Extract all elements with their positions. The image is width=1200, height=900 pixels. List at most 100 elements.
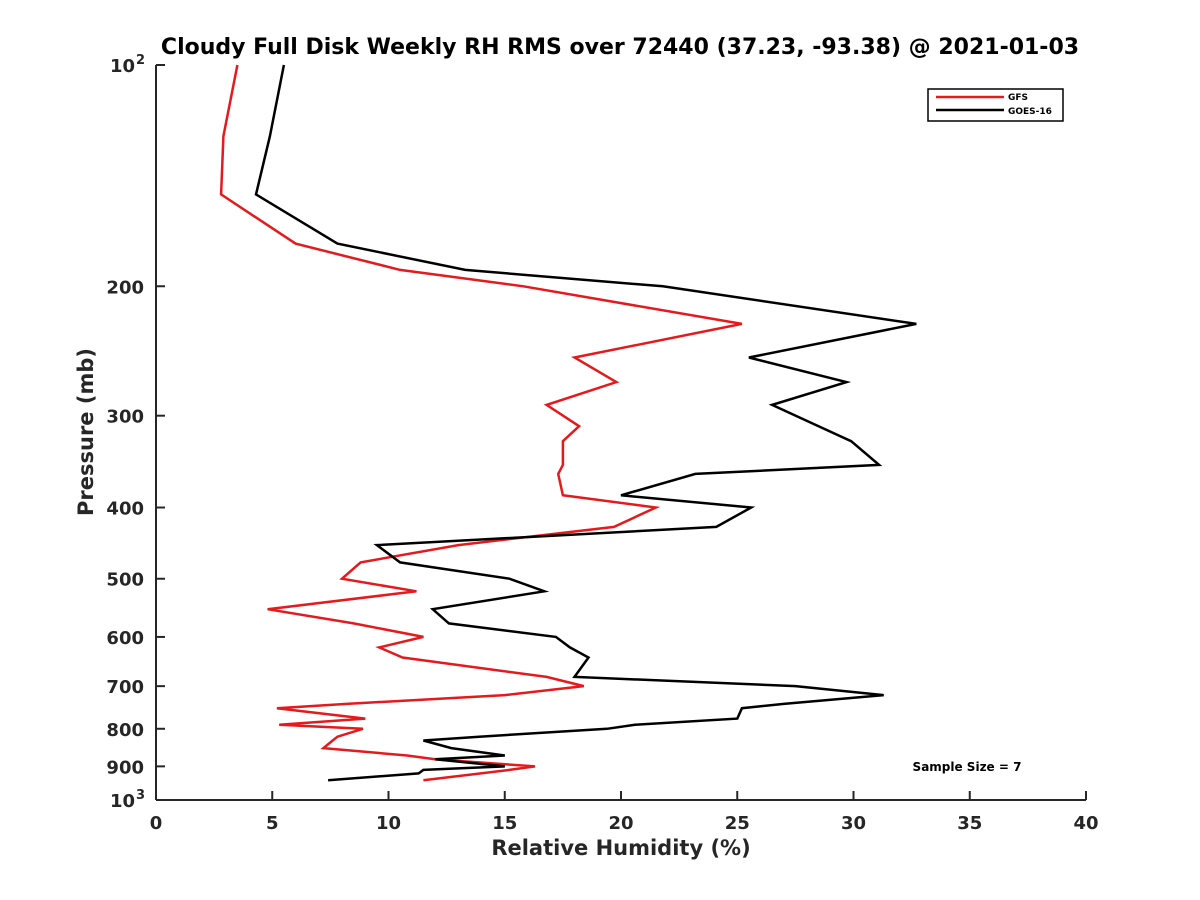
data-point-goes-16-37 bbox=[504, 754, 506, 756]
x-tick-label: 15 bbox=[492, 813, 517, 834]
data-point-goes-16-33 bbox=[606, 728, 608, 730]
y-tick-label: 10 bbox=[110, 791, 135, 812]
data-point-gfs-2 bbox=[220, 193, 222, 195]
data-point-gfs-14 bbox=[562, 494, 564, 496]
data-point-gfs-40 bbox=[508, 769, 510, 771]
data-point-gfs-0 bbox=[236, 64, 238, 66]
data-point-goes-16-28 bbox=[883, 694, 885, 696]
data-point-goes-16-2 bbox=[255, 193, 257, 195]
data-point-goes-16-11 bbox=[850, 440, 852, 442]
data-point-gfs-37 bbox=[406, 754, 408, 756]
data-point-goes-16-5 bbox=[662, 285, 664, 287]
data-point-goes-16-22 bbox=[448, 622, 450, 624]
data-point-gfs-23 bbox=[422, 636, 424, 638]
data-point-gfs-34 bbox=[336, 736, 338, 738]
data-point-gfs-6 bbox=[741, 323, 743, 325]
data-point-goes-16-42 bbox=[327, 779, 329, 781]
data-point-gfs-29 bbox=[345, 703, 347, 705]
data-point-goes-16-19 bbox=[508, 578, 510, 580]
sample-size-annotation: Sample Size = 7 bbox=[913, 760, 1022, 774]
x-tick-label: 10 bbox=[376, 813, 401, 834]
data-point-goes-16-23 bbox=[555, 636, 557, 638]
data-point-goes-16-9 bbox=[771, 404, 773, 406]
y-tick-label: 500 bbox=[106, 570, 144, 591]
y-axis-label: Pressure (mb) bbox=[74, 348, 98, 516]
data-point-goes-16-15 bbox=[750, 506, 752, 508]
data-point-gfs-17 bbox=[457, 544, 459, 546]
data-point-gfs-18 bbox=[359, 561, 361, 563]
y-tick-label: 10 bbox=[110, 56, 135, 77]
legend: GFS GOES-16 bbox=[927, 88, 1064, 122]
data-point-goes-16-7 bbox=[748, 356, 750, 358]
data-point-goes-16-14 bbox=[620, 494, 622, 496]
legend-label-goes-16: GOES-16 bbox=[1008, 107, 1052, 117]
legend-label-gfs: GFS bbox=[1008, 93, 1028, 103]
y-tick-exponent: 3 bbox=[136, 788, 145, 803]
data-point-goes-16-29 bbox=[783, 703, 785, 705]
data-point-goes-16-38 bbox=[434, 758, 436, 760]
data-point-gfs-22 bbox=[352, 622, 354, 624]
y-tick-label: 400 bbox=[106, 499, 144, 520]
x-tick-label: 25 bbox=[725, 813, 750, 834]
data-point-goes-16-8 bbox=[845, 381, 847, 383]
data-point-goes-16-4 bbox=[464, 269, 466, 271]
data-point-goes-16-35 bbox=[422, 739, 424, 741]
data-point-gfs-5 bbox=[522, 285, 524, 287]
data-point-gfs-4 bbox=[399, 269, 401, 271]
x-axis-label: Relative Humidity (%) bbox=[491, 836, 750, 860]
y-tick-label: 800 bbox=[106, 720, 144, 741]
data-point-gfs-10 bbox=[578, 425, 580, 427]
data-point-gfs-32 bbox=[278, 724, 280, 726]
data-point-goes-16-1 bbox=[269, 135, 271, 137]
series-line-gfs bbox=[219, 64, 743, 782]
data-point-gfs-25 bbox=[401, 656, 403, 658]
data-point-gfs-12 bbox=[562, 464, 564, 466]
data-point-gfs-36 bbox=[322, 747, 324, 749]
data-point-goes-16-12 bbox=[878, 464, 880, 466]
data-point-gfs-7 bbox=[573, 356, 575, 358]
data-point-goes-16-21 bbox=[432, 608, 434, 610]
y-tick-label: 600 bbox=[106, 628, 144, 649]
data-point-gfs-41 bbox=[422, 779, 424, 781]
data-point-goes-16-16 bbox=[715, 526, 717, 528]
data-point-gfs-26 bbox=[545, 676, 547, 678]
data-point-goes-16-0 bbox=[283, 64, 285, 66]
data-point-goes-16-25 bbox=[587, 656, 589, 658]
data-point-goes-16-24 bbox=[569, 646, 571, 648]
data-point-goes-16-39 bbox=[504, 765, 506, 767]
data-point-goes-16-40 bbox=[422, 769, 424, 771]
data-point-gfs-21 bbox=[266, 608, 268, 610]
data-point-gfs-24 bbox=[378, 646, 380, 648]
x-tick-label: 40 bbox=[1073, 813, 1098, 834]
data-point-gfs-13 bbox=[557, 473, 559, 475]
data-point-goes-16-31 bbox=[736, 717, 738, 719]
data-point-gfs-9 bbox=[545, 404, 547, 406]
x-tick-label: 5 bbox=[266, 813, 279, 834]
chart-title: Cloudy Full Disk Weekly RH RMS over 7244… bbox=[161, 35, 1079, 60]
x-tick-label: 0 bbox=[150, 813, 163, 834]
data-point-goes-16-26 bbox=[573, 676, 575, 678]
y-tick-label: 700 bbox=[106, 677, 144, 698]
series-line-goes-16 bbox=[254, 64, 917, 782]
data-point-goes-16-32 bbox=[634, 724, 636, 726]
data-point-gfs-27 bbox=[583, 685, 585, 687]
legend-box bbox=[927, 88, 1064, 122]
data-point-goes-16-20 bbox=[543, 590, 545, 592]
data-point-gfs-8 bbox=[615, 381, 617, 383]
data-point-gfs-3 bbox=[294, 242, 296, 244]
x-tick-label: 35 bbox=[957, 813, 982, 834]
data-point-gfs-33 bbox=[362, 728, 364, 730]
data-point-goes-16-36 bbox=[450, 747, 452, 749]
x-tick-label: 30 bbox=[841, 813, 866, 834]
data-point-gfs-35 bbox=[332, 739, 334, 741]
data-point-goes-16-27 bbox=[794, 685, 796, 687]
data-point-goes-16-34 bbox=[478, 736, 480, 738]
data-point-gfs-39 bbox=[534, 765, 536, 767]
data-point-gfs-11 bbox=[562, 440, 564, 442]
data-point-goes-16-10 bbox=[817, 425, 819, 427]
data-point-gfs-31 bbox=[364, 717, 366, 719]
data-point-gfs-19 bbox=[341, 578, 343, 580]
